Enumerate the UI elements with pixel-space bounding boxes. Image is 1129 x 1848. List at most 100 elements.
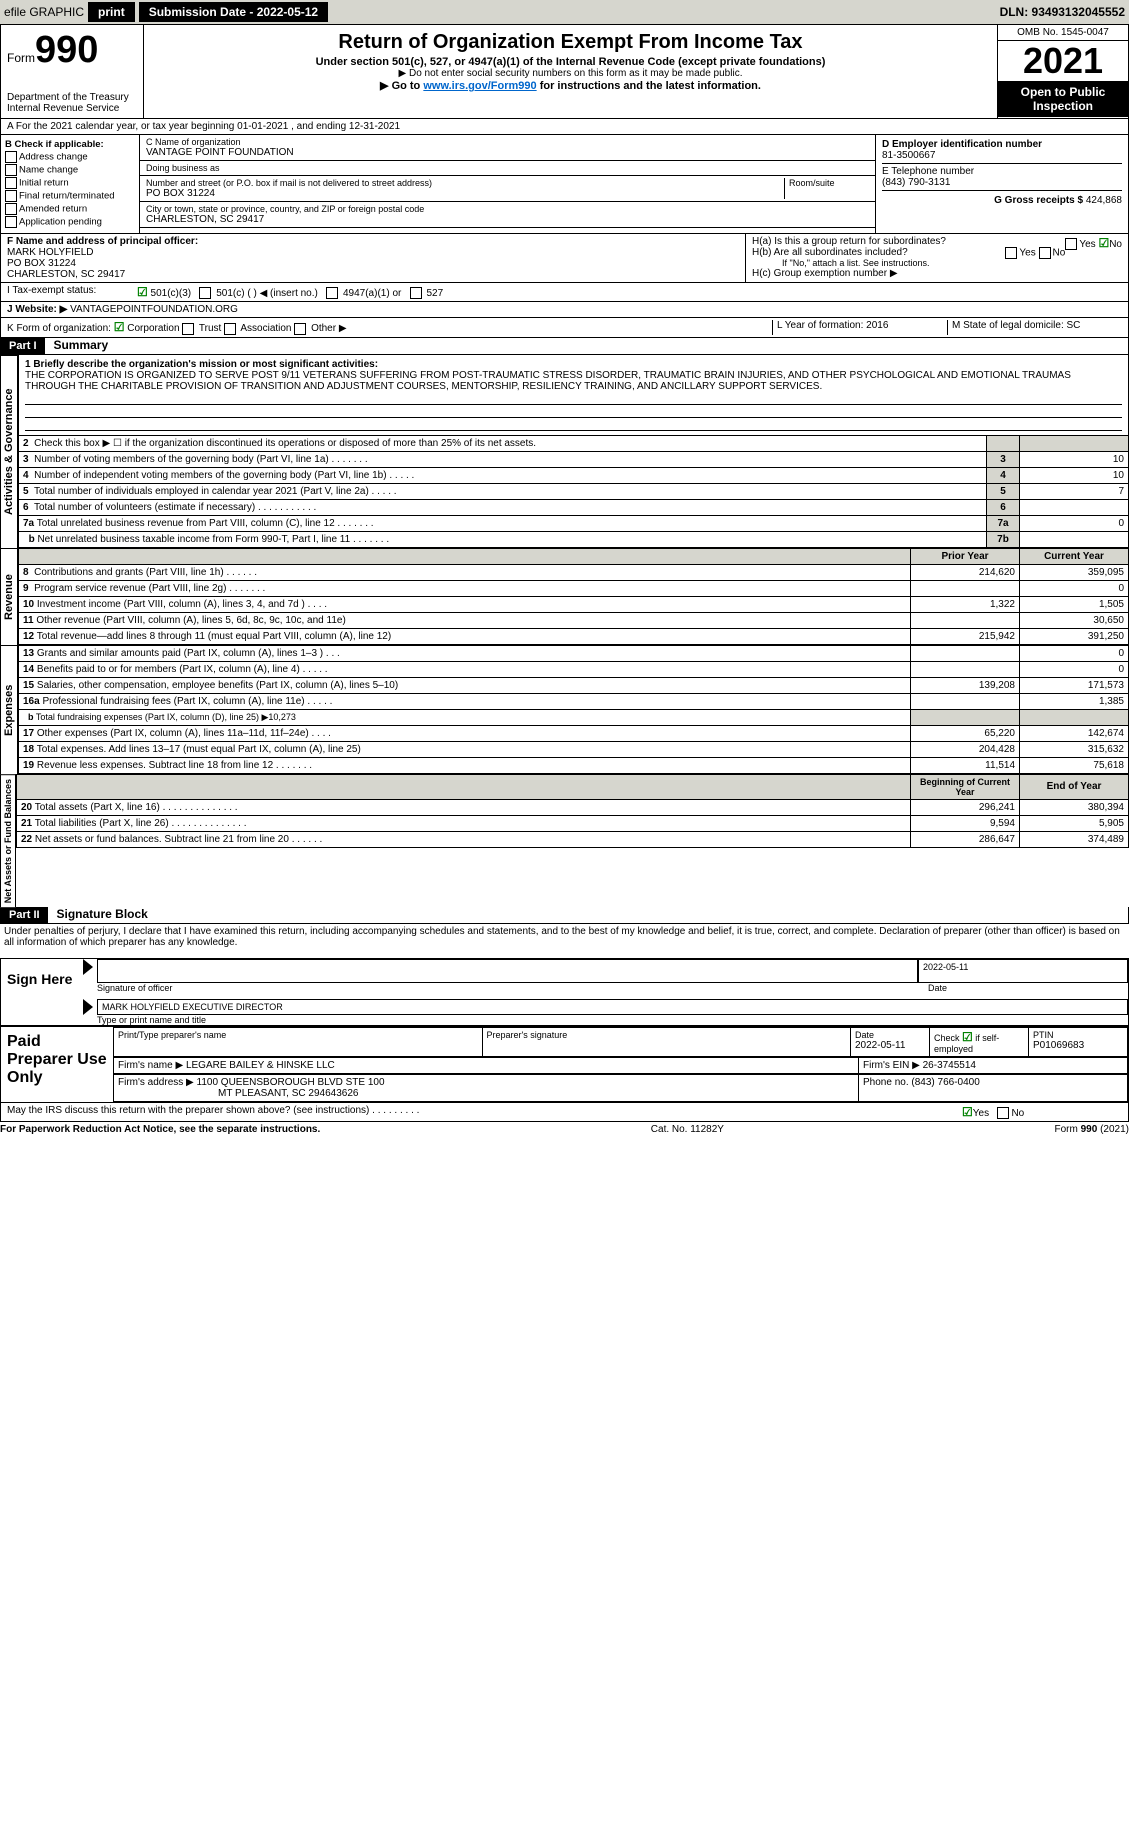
table-row: 3 Number of voting members of the govern… bbox=[19, 451, 1129, 467]
phone-label: E Telephone number bbox=[882, 166, 1122, 177]
addr-cell: Number and street (or P.O. box if mail i… bbox=[140, 176, 875, 202]
table-row: 10 Investment income (Part VIII, column … bbox=[19, 596, 1129, 612]
table-row: 18 Total expenses. Add lines 13–17 (must… bbox=[19, 741, 1129, 757]
dln-label: DLN: 93493132045552 bbox=[1000, 5, 1125, 19]
efile-header: efile GRAPHIC print Submission Date - 20… bbox=[0, 0, 1129, 24]
foot-left: For Paperwork Reduction Act Notice, see … bbox=[0, 1124, 320, 1135]
form-word: Form bbox=[7, 51, 35, 65]
table-row: 8 Contributions and grants (Part VIII, l… bbox=[19, 564, 1129, 580]
firm-phone: (843) 766-0400 bbox=[911, 1077, 979, 1088]
revenue-table: Prior YearCurrent Year 8 Contributions a… bbox=[18, 548, 1129, 645]
efile-label: efile GRAPHIC bbox=[4, 5, 84, 19]
table-row: 17 Other expenses (Part IX, column (A), … bbox=[19, 725, 1129, 741]
gross-value: 424,868 bbox=[1086, 195, 1122, 206]
website: VANTAGEPOINTFOUNDATION.ORG bbox=[70, 304, 238, 315]
state-domicile: M State of legal domicile: SC bbox=[947, 320, 1122, 334]
paid-title: Paid Preparer Use Only bbox=[1, 1027, 113, 1102]
ha-row: H(a) Is this a group return for subordin… bbox=[752, 236, 1122, 247]
check-icon: ☑ bbox=[962, 1105, 973, 1119]
officer-printed: MARK HOLYFIELD EXECUTIVE DIRECTOR bbox=[97, 999, 1128, 1015]
officer-label: F Name and address of principal officer: bbox=[7, 236, 739, 247]
table-row: 15 Salaries, other compensation, employe… bbox=[19, 677, 1129, 693]
col-b: B Check if applicable: Address change Na… bbox=[1, 135, 140, 233]
dept-label: Department of the Treasury bbox=[7, 92, 137, 103]
part1-body: Activities & Governance 1 Briefly descri… bbox=[0, 355, 1129, 548]
table-row: Prior YearCurrent Year bbox=[19, 548, 1129, 564]
org-name-cell: C Name of organization VANTAGE POINT FOU… bbox=[140, 135, 875, 161]
table-row: 21 Total liabilities (Part X, line 26) .… bbox=[17, 815, 1129, 831]
table-row: 7a Total unrelated business revenue from… bbox=[19, 515, 1129, 531]
table-row: 2 Check this box ▶ ☐ if the organization… bbox=[19, 436, 1129, 452]
phone-value: (843) 790-3131 bbox=[882, 177, 1122, 188]
gross-label: G Gross receipts $ bbox=[994, 195, 1083, 206]
org-city: CHARLESTON, SC 29417 bbox=[146, 214, 869, 225]
netassets-table: Beginning of Current YearEnd of Year 20 … bbox=[16, 774, 1129, 848]
side-activities: Activities & Governance bbox=[0, 355, 18, 548]
firm-ein: 26-3745514 bbox=[923, 1060, 976, 1071]
form-subtitle: Under section 501(c), 527, or 4947(a)(1)… bbox=[148, 56, 993, 68]
arrow-icon bbox=[83, 959, 93, 975]
table-row: 19 Revenue less expenses. Subtract line … bbox=[19, 757, 1129, 773]
col-c: C Name of organization VANTAGE POINT FOU… bbox=[140, 135, 875, 233]
officer-addr2: CHARLESTON, SC 29417 bbox=[7, 269, 739, 280]
sig-date: 2022-05-11 bbox=[918, 959, 1128, 983]
table-row: 5 Total number of individuals employed i… bbox=[19, 483, 1129, 499]
dba-cell: Doing business as bbox=[140, 161, 875, 176]
side-revenue: Revenue bbox=[0, 548, 18, 645]
foot-mid: Cat. No. 11282Y bbox=[651, 1124, 724, 1135]
form-note2: ▶ Go to www.irs.gov/Form990 for instruct… bbox=[148, 79, 993, 92]
ein-value: 81-3500667 bbox=[882, 150, 1122, 161]
mission-block: 1 Briefly describe the organization's mi… bbox=[18, 355, 1129, 436]
table-row: 13 Grants and similar amounts paid (Part… bbox=[19, 645, 1129, 661]
irs-label: Internal Revenue Service bbox=[7, 103, 137, 114]
row-a: A For the 2021 calendar year, or tax yea… bbox=[0, 119, 1129, 135]
officer-name: MARK HOLYFIELD bbox=[7, 247, 739, 258]
col-b-title: B Check if applicable: bbox=[5, 139, 135, 150]
form-header: Form 990 Department of the Treasury Inte… bbox=[0, 24, 1129, 119]
firm-name: LEGARE BAILEY & HINSKE LLC bbox=[186, 1060, 335, 1071]
open-inspection: Open to Public Inspection bbox=[998, 81, 1128, 117]
print-button[interactable]: print bbox=[88, 2, 135, 22]
cb-initial: Initial return bbox=[5, 177, 135, 189]
ptin: P01069683 bbox=[1033, 1040, 1123, 1051]
irs-link[interactable]: www.irs.gov/Form990 bbox=[423, 80, 536, 92]
table-row: 12 Total revenue—add lines 8 through 11 … bbox=[19, 628, 1129, 644]
subdate-button[interactable]: Submission Date - 2022-05-12 bbox=[139, 2, 328, 22]
revenue-section: Revenue Prior YearCurrent Year 8 Contrib… bbox=[0, 548, 1129, 645]
omb-label: OMB No. 1545-0047 bbox=[998, 25, 1128, 41]
tax-year: 2021 bbox=[998, 41, 1128, 81]
check-icon: ☑ bbox=[137, 285, 148, 299]
check-icon: ☑ bbox=[1098, 236, 1109, 250]
header-grid: B Check if applicable: Address change Na… bbox=[0, 135, 1129, 234]
expenses-section: Expenses 13 Grants and similar amounts p… bbox=[0, 645, 1129, 774]
prep-date: 2022-05-11 bbox=[855, 1040, 925, 1051]
part2-header: Part II Signature Block bbox=[0, 907, 1129, 924]
form-id-block: Form 990 Department of the Treasury Inte… bbox=[1, 25, 144, 118]
sign-here: Sign Here bbox=[1, 959, 83, 1025]
row-k: K Form of organization: ☑ Corporation Tr… bbox=[0, 318, 1129, 337]
ein-label: D Employer identification number bbox=[882, 139, 1122, 150]
table-row: 6 Total number of volunteers (estimate i… bbox=[19, 499, 1129, 515]
form-number: 990 bbox=[35, 29, 98, 72]
cb-amended: Amended return bbox=[5, 203, 135, 215]
part1-header: Part I Summary bbox=[0, 338, 1129, 355]
org-name: VANTAGE POINT FOUNDATION bbox=[146, 147, 869, 158]
may-discuss-row: May the IRS discuss this return with the… bbox=[0, 1103, 1129, 1122]
side-netassets: Net Assets or Fund Balances bbox=[0, 774, 16, 907]
foot-right: Form 990 (2021) bbox=[1055, 1124, 1129, 1135]
table-row: 22 Net assets or fund balances. Subtract… bbox=[17, 831, 1129, 847]
form-title-block: Return of Organization Exempt From Incom… bbox=[144, 25, 997, 118]
table-row: b Total fundraising expenses (Part IX, c… bbox=[19, 709, 1129, 725]
paid-preparer-block: Paid Preparer Use Only Print/Type prepar… bbox=[0, 1026, 1129, 1103]
city-cell: City or town, state or province, country… bbox=[140, 202, 875, 228]
cb-pending: Application pending bbox=[5, 216, 135, 228]
form-right-block: OMB No. 1545-0047 2021 Open to Public In… bbox=[997, 25, 1128, 118]
governance-table: 2 Check this box ▶ ☐ if the organization… bbox=[18, 436, 1129, 548]
side-expenses: Expenses bbox=[0, 645, 18, 774]
table-row: 20 Total assets (Part X, line 16) . . . … bbox=[17, 799, 1129, 815]
table-row: 11 Other revenue (Part VIII, column (A),… bbox=[19, 612, 1129, 628]
table-row: 16a Professional fundraising fees (Part … bbox=[19, 693, 1129, 709]
table-row: b Net unrelated business taxable income … bbox=[19, 531, 1129, 547]
year-formation: L Year of formation: 2016 bbox=[772, 320, 947, 334]
cb-name: Name change bbox=[5, 164, 135, 176]
